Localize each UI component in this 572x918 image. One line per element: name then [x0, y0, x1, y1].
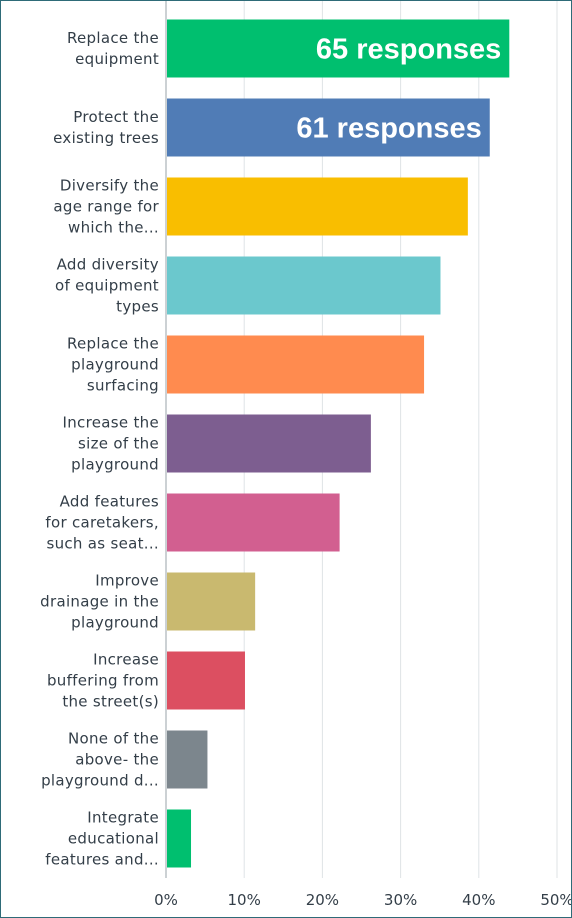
category-label: Increase buffering from the street(s): [47, 651, 159, 711]
x-tick-label: 10%: [228, 891, 261, 909]
bar: [167, 177, 468, 236]
category-label-line: Increase: [93, 651, 159, 669]
category-label-line: playground d...: [41, 772, 159, 790]
bar: [167, 651, 245, 710]
bar: [167, 809, 192, 868]
category-label: Integrate educational features and...: [45, 809, 159, 869]
category-label-line: features and...: [45, 851, 159, 869]
category-label-line: educational: [68, 830, 159, 848]
category-label-line: such as seat...: [46, 535, 159, 553]
category-label-line: the street(s): [62, 693, 159, 711]
bar: [167, 414, 371, 473]
bar: [167, 256, 441, 315]
category-label: Diversify the age range for which the...: [53, 177, 159, 237]
bar: [167, 493, 340, 552]
category-label: Protect the existing trees: [53, 108, 159, 147]
category-label-line: playground: [71, 356, 159, 374]
category-label: Add features for caretakers, such as seat.…: [45, 493, 159, 553]
category-label-line: equipment: [75, 50, 159, 68]
category-label-line: types: [116, 298, 159, 316]
category-label-line: existing trees: [53, 129, 159, 147]
category-label: Replace the playground surfacing: [67, 335, 159, 395]
category-label: None of the above- the playground d...: [41, 730, 159, 790]
category-label-line: Add diversity: [57, 256, 159, 274]
category-label: Increase the size of the playground: [63, 414, 159, 474]
category-label-line: surfacing: [87, 377, 159, 395]
bar: [167, 572, 256, 631]
category-label-line: age range for: [53, 198, 159, 216]
category-label-line: playground: [71, 614, 159, 632]
category-label-line: for caretakers,: [45, 514, 159, 532]
category-label-line: Improve: [95, 572, 159, 590]
bar-annotation: 65 responses: [316, 34, 501, 66]
category-label: Improve drainage in the playground: [40, 572, 159, 632]
x-tick-label: 40%: [462, 891, 495, 909]
category-label-line: Diversify the: [60, 177, 159, 195]
category-label-line: Integrate: [87, 809, 159, 827]
category-label-line: size of the: [78, 435, 159, 453]
x-tick-label: 0%: [154, 891, 178, 909]
x-tick-label: 20%: [306, 891, 339, 909]
category-label-line: Increase the: [63, 414, 159, 432]
x-tick-label: 30%: [384, 891, 417, 909]
category-label-line: of equipment: [55, 277, 159, 295]
category-label-line: Protect the: [73, 108, 159, 126]
bar: [167, 335, 425, 394]
category-label-line: playground: [71, 456, 159, 474]
bar: [167, 730, 208, 789]
bar: [167, 98, 490, 157]
category-label-line: buffering from: [47, 672, 159, 690]
category-label-line: Replace the: [67, 29, 159, 47]
category-label: Add diversity of equipment types: [55, 256, 159, 316]
category-label-line: Add features: [60, 493, 159, 511]
category-label-line: None of the: [68, 730, 159, 748]
category-label-line: drainage in the: [40, 593, 159, 611]
bar: [167, 19, 510, 78]
bar-annotation: 61 responses: [296, 113, 481, 145]
category-label-line: which the...: [68, 219, 159, 237]
category-label-line: above- the: [75, 751, 159, 769]
category-label: Replace the equipment: [67, 29, 159, 68]
category-label-line: Replace the: [67, 335, 159, 353]
x-tick-label: 50%: [540, 891, 571, 909]
